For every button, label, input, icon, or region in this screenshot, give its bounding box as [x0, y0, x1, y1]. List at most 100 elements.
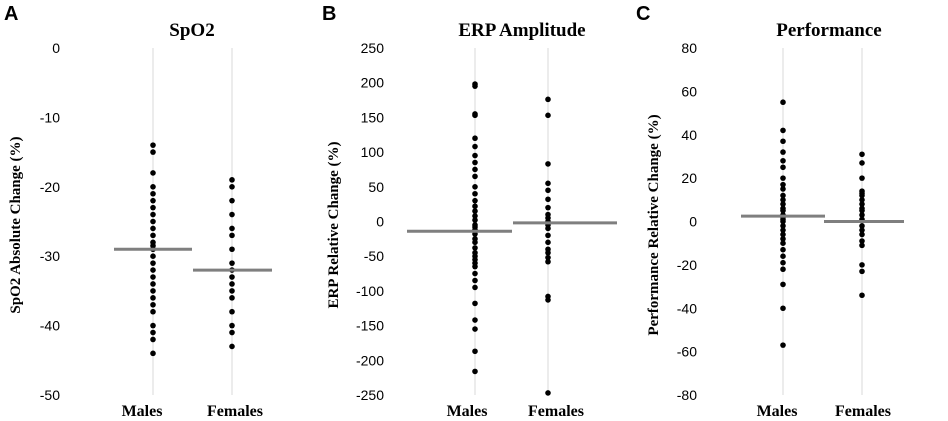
panel-b-data-point-females: [545, 258, 551, 265]
panel-c-data-point-males: [780, 138, 786, 145]
panel-a-data-point-males: [150, 281, 156, 287]
panel-b-data-point-females: [545, 187, 551, 194]
panel-c-data-point-males: [780, 231, 786, 238]
panel-b-data-point-males: [472, 284, 478, 291]
panel-c-data-point-males: [780, 186, 786, 192]
panel-b-y-tick-label: 50: [368, 179, 384, 195]
panel-c-data-point-males: [780, 164, 786, 171]
panel-c-performance: C Performance Performance Relative Chang…: [636, 3, 904, 420]
panel-a-y-tick-label: -20: [40, 179, 60, 195]
panel-b-y-tick-label: -150: [356, 318, 384, 334]
panel-a-data-point-males: [150, 329, 156, 336]
panel-c-data-point-females: [859, 151, 865, 158]
panel-c-data-point-females: [859, 242, 865, 249]
panel-a-data-point-males: [150, 232, 156, 239]
panel-a-y-tick-label: -30: [40, 248, 60, 264]
panel-c-data-point-females: [859, 268, 865, 275]
panel-c-data-point-females: [859, 197, 865, 203]
panel-a-category-label-males: Males: [122, 403, 163, 420]
panel-a-data-point-females: [229, 308, 235, 315]
panel-b-data-point-males: [472, 166, 478, 173]
panel-a-data-point-males: [150, 149, 156, 155]
panel-b-data-point-females: [545, 180, 551, 187]
panel-c-data-point-males: [780, 157, 786, 164]
panel-b-data-point-males: [472, 239, 478, 246]
panel-c-data-point-females: [859, 238, 865, 244]
panel-b-y-tick-label: 0: [376, 214, 384, 230]
panel-b-data-point-females: [545, 112, 551, 119]
panel-a-data-point-males: [150, 322, 156, 329]
panel-a-data-point-females: [229, 343, 235, 350]
panel-a-title: SpO2: [169, 20, 214, 41]
panel-b-erp-amplitude: B ERP Amplitude ERP Relative Change (%) …: [322, 3, 617, 420]
panel-c-data-point-females: [859, 160, 865, 166]
panel-c-data-point-males: [780, 236, 786, 242]
panel-c-data-point-males: [780, 192, 786, 199]
panel-c-data-point-females: [859, 227, 865, 233]
panel-c-data-point-males: [780, 99, 786, 106]
panel-a-data-point-males: [150, 190, 156, 197]
panel-b-data-point-males: [472, 270, 478, 277]
panel-c-y-tick-label: 80: [681, 40, 697, 56]
panel-b-data-point-females: [545, 161, 551, 167]
panel-b-data-point-males: [472, 143, 478, 150]
panel-c-data-point-males: [780, 223, 786, 229]
panel-b-data-point-males: [472, 263, 478, 270]
panel-c-title: Performance: [776, 20, 882, 41]
panel-c-y-tick-label: 60: [681, 83, 697, 99]
panel-c-data-point-females: [859, 223, 865, 229]
panel-a-data-point-males: [150, 260, 156, 266]
panel-a-data-point-males: [150, 253, 156, 259]
panel-a-data-point-females: [229, 184, 235, 190]
panel-b-category-label-males: Males: [447, 403, 488, 420]
panel-b-title: ERP Amplitude: [458, 20, 585, 41]
panel-c-data-point-males: [780, 181, 786, 188]
panel-b-y-tick-label: 150: [361, 109, 385, 125]
panel-b-data-point-males: [472, 217, 478, 223]
panel-a-spo2: A SpO2 SpO2 Absolute Change (%) Males Fe…: [4, 3, 272, 420]
panel-a-data-point-males: [150, 184, 156, 190]
panel-b-data-point-males: [472, 152, 478, 159]
panel-b-data-point-males: [472, 159, 478, 166]
panel-c-y-tick-label: -20: [677, 257, 697, 273]
panel-b-y-tick-label: 250: [361, 40, 385, 56]
panel-c-data-point-males: [780, 175, 786, 181]
panel-b-data-point-females: [545, 297, 551, 303]
panel-a-data-point-males: [150, 350, 156, 357]
panel-c-y-tick-label: 0: [689, 214, 697, 230]
panel-a-y-tick-label: -50: [40, 387, 60, 403]
panel-b-y-tick-label: -50: [364, 248, 384, 264]
panel-b-data-point-females: [545, 249, 551, 256]
panel-c-data-point-males: [780, 127, 786, 134]
panel-b-data-point-males: [472, 135, 478, 142]
panel-b-data-point-males: [472, 173, 478, 180]
panel-a-data-point-males: [150, 218, 156, 225]
panel-a-data-point-females: [229, 281, 235, 287]
panel-c-data-point-males: [780, 240, 786, 246]
panel-a-data-point-males: [150, 170, 156, 176]
panel-c-data-point-females: [859, 262, 865, 268]
panel-a-data-point-males: [150, 308, 156, 315]
panel-c-y-tick-label: -40: [677, 300, 697, 316]
panel-a-data-point-males: [150, 142, 156, 148]
panel-a-data-point-males: [150, 267, 156, 273]
panel-a-y-tick-label: -10: [40, 109, 60, 125]
panel-a-data-point-females: [229, 260, 235, 266]
panel-b-y-tick-label: -200: [356, 352, 384, 368]
panel-a-data-point-males: [150, 197, 156, 204]
panel-c-data-point-males: [780, 281, 786, 288]
panel-c-y-tick-label: 40: [681, 127, 697, 143]
panel-c-data-point-females: [859, 207, 865, 214]
panel-b-data-point-males: [472, 213, 478, 219]
panel-a-data-point-males: [150, 225, 156, 232]
panel-b-y-tick-label: -100: [356, 283, 384, 299]
panel-a-data-point-females: [229, 274, 235, 280]
panel-a-data-point-males: [150, 288, 156, 294]
panel-b-data-point-females: [545, 225, 551, 232]
panel-a-y-tick-label: -40: [40, 318, 60, 334]
panel-b-data-point-males: [472, 326, 478, 332]
panel-b-data-point-females: [545, 390, 551, 396]
panel-b-data-point-females: [545, 254, 551, 261]
panel-b-data-point-males: [472, 348, 478, 355]
panel-c-y-tick-label: -80: [677, 387, 697, 403]
